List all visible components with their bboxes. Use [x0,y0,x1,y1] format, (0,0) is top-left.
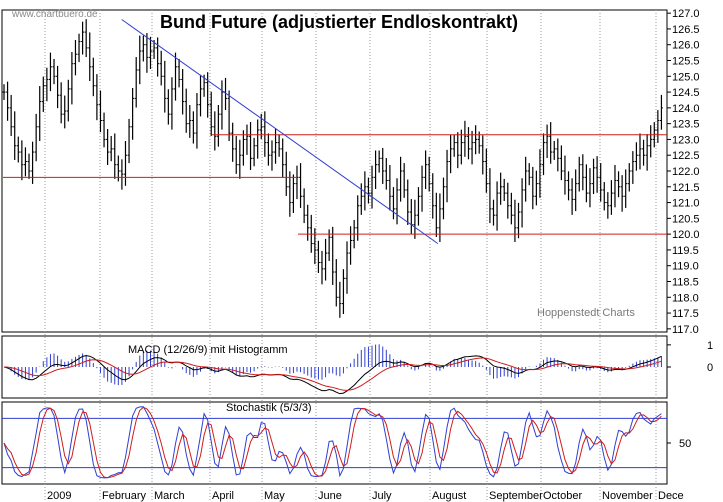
price-tick-label-20: 127.0 [672,8,700,20]
watermark: www.chartbuero.de [11,9,98,20]
month-label-6: July [372,490,392,502]
month-label-0: 2009 [47,490,71,502]
price-tick-label-10: 122.0 [672,166,700,178]
price-tick-label-11: 122.5 [672,150,700,162]
price-tick-label-18: 126.0 [672,40,700,52]
price-tick-label-9: 121.5 [672,182,700,194]
month-label-5: June [318,490,342,502]
price-tick-label-1: 117.5 [672,308,699,320]
stochastic-title: Stochastik (5/3/3) [226,402,312,414]
panel-frame-1 [1,335,668,399]
price-tick-label-5: 119.5 [672,245,699,257]
price-tick-label-3: 118.5 [672,276,699,288]
month-label-3: April [212,490,234,502]
macd-panel [3,344,662,395]
grid [1,9,668,500]
source-label: Hoppenstedt Charts [537,307,635,319]
panel-frame-0 [1,9,668,333]
price-tick-label-7: 120.5 [672,213,700,225]
chart-title: Bund Future (adjustierter Endloskontrakt… [160,12,518,32]
stochastic-tick-label-0: 50 [679,438,691,450]
price-tick-label-14: 124.0 [672,103,700,115]
stochastic-panel [2,406,667,479]
price-tick-label-4: 119.0 [672,261,699,273]
stochastic-d-line [3,406,662,479]
price-tick-label-16: 125.0 [672,71,700,83]
axis-layer: 117.0 117.5 118.0 118.5 119.0 119.5 120.0 120.5… [47,8,713,502]
price-tick-label-12: 123.0 [672,134,700,146]
macd-tick-label-1: 0 [707,362,713,374]
price-tick-label-15: 124.5 [672,87,700,99]
price-tick-label-8: 121.0 [672,198,700,210]
stochastic-k-line [3,406,662,479]
month-label-2: March [154,490,185,502]
price-tick-label-19: 126.5 [672,24,700,36]
macd-title: MACD (12/26/9) mit Histogramm [128,344,288,356]
month-label-7: August [432,490,466,502]
trendline [121,19,439,245]
month-label-9: October [543,490,582,502]
macd-signal-line [3,357,662,391]
month-label-1: February [102,490,147,502]
month-label-10: November [602,490,653,502]
price-tick-label-13: 123.5 [672,119,700,131]
panel-frame-2 [1,401,668,485]
price-panel [2,19,667,318]
month-label-11: Dece [658,490,684,502]
macd-line [3,355,662,395]
macd-tick-label-0: 1 [707,340,713,352]
month-label-8: September [489,490,543,502]
price-tick-label-17: 125.5 [672,56,700,68]
price-tick-label-2: 118.0 [672,292,699,304]
price-tick-label-6: 120.0 [672,229,700,241]
month-label-4: May [264,490,285,502]
price-tick-label-0: 117.0 [672,324,699,336]
